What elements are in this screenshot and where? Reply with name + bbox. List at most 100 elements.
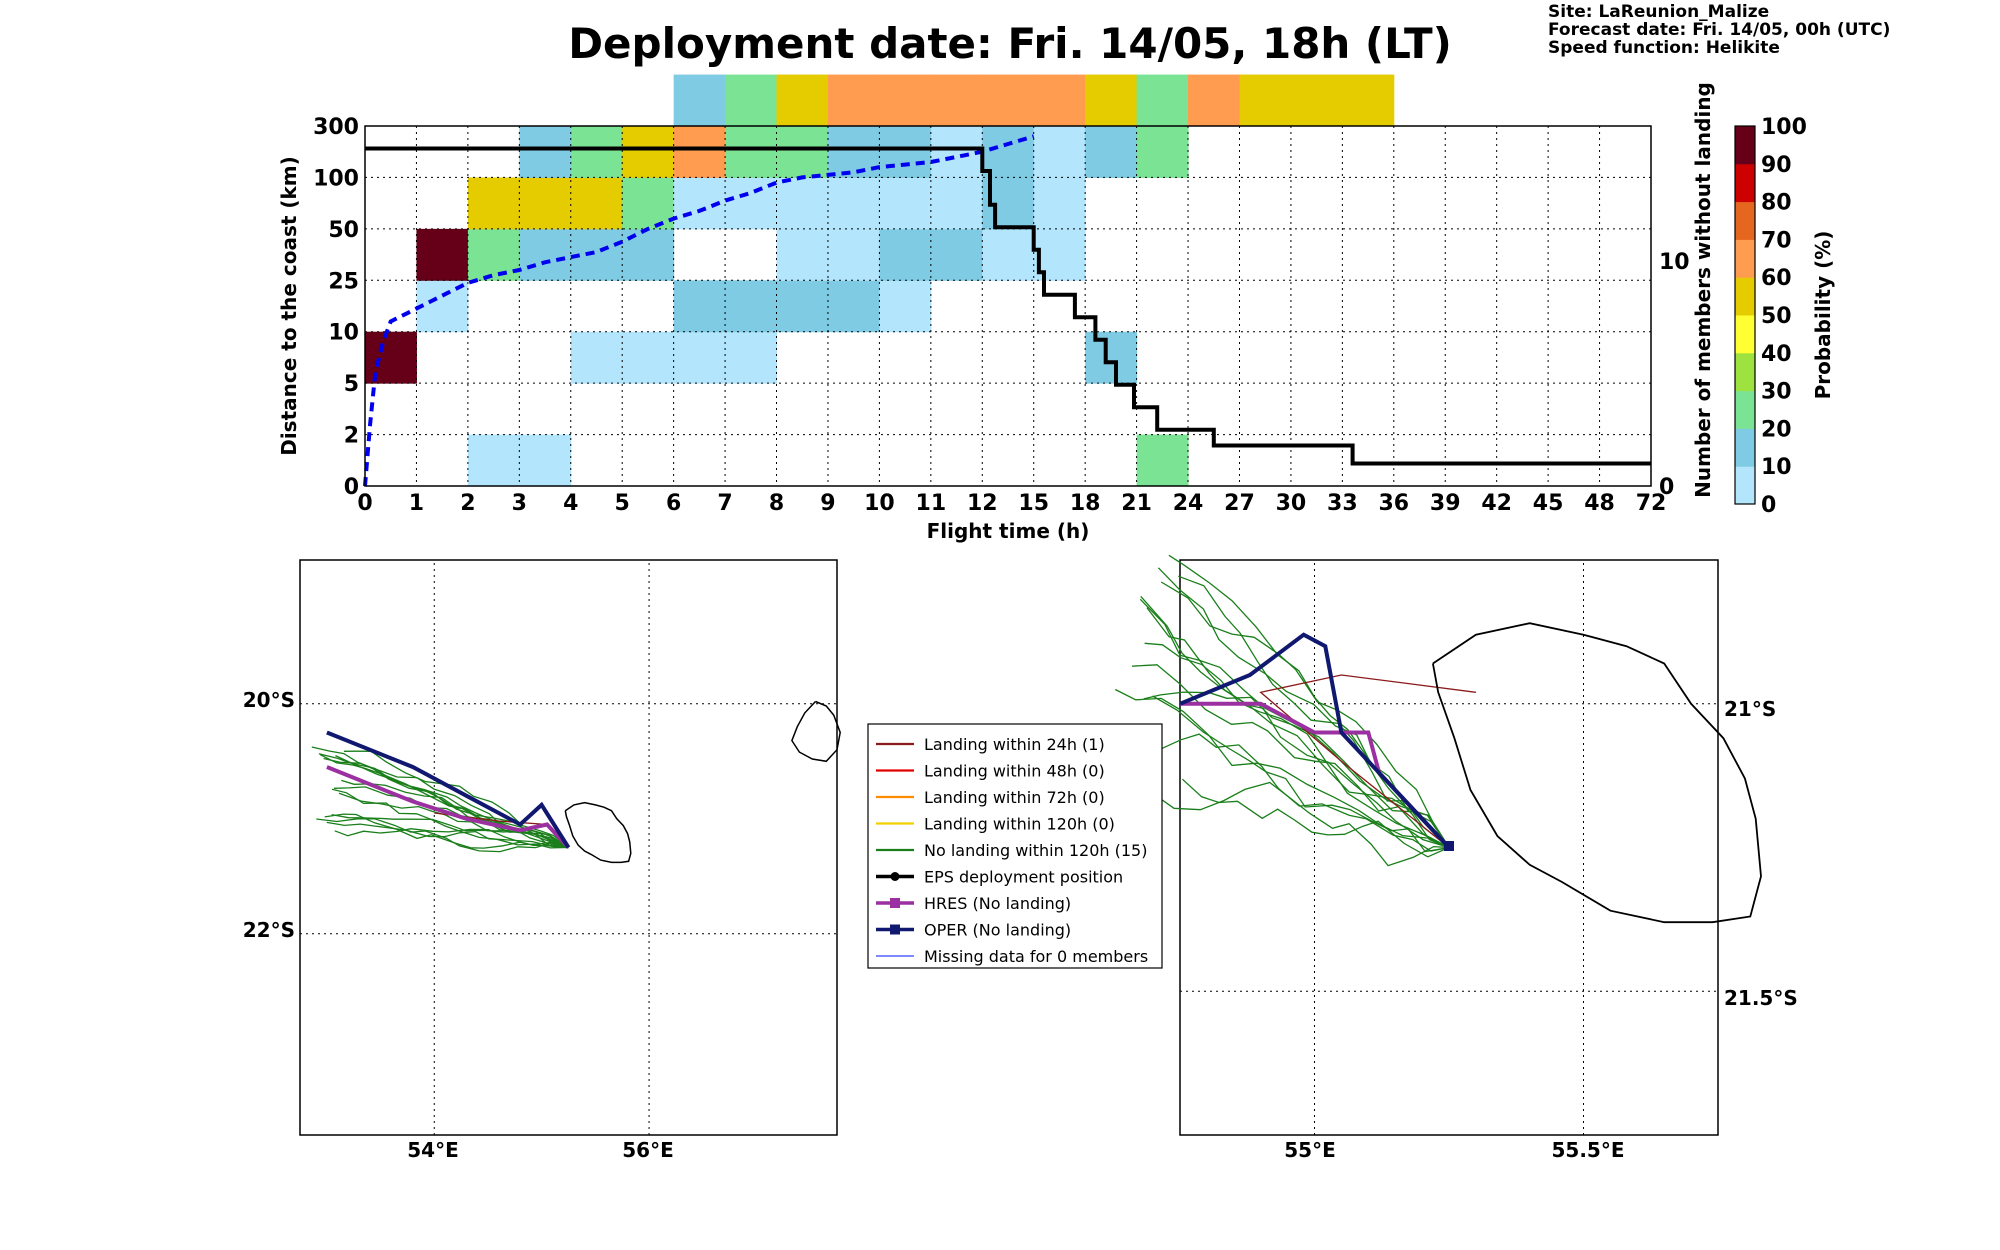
heatmap-cell [467, 177, 520, 230]
x-tick-label: 7 [717, 491, 732, 516]
x-tick-label: 27 [1224, 491, 1255, 516]
legend-item: No landing within 120h (15) [876, 841, 1147, 860]
median-distance-curve [363, 134, 1035, 487]
reunion-island-outline [1432, 622, 1762, 924]
heatmap-cell [622, 126, 675, 178]
x-tick-label: 11 [916, 491, 947, 516]
heatmap-cell [725, 126, 778, 178]
legend-item: Landing within 24h (1) [876, 735, 1105, 754]
x-tick-label: 72 [1636, 491, 1667, 516]
legend-label: Landing within 120h (0) [924, 815, 1115, 834]
x-axis-label: Flight time (h) [927, 519, 1090, 543]
heatmap-cell [879, 177, 932, 230]
heatmap-cell [776, 177, 829, 230]
heatmap-cell [519, 126, 572, 178]
colorbar-tick-label: 40 [1761, 342, 1792, 367]
colorbar-tick-label: 0 [1761, 493, 1776, 518]
x-tick-label: 3 [512, 491, 527, 516]
x-tick-label: 2 [460, 491, 475, 516]
heatmap-cell [930, 177, 983, 230]
y-axis-label: Distance to the coast (km) [277, 156, 301, 456]
heatmap-cell [1239, 74, 1292, 127]
y-tick-label: 10 [328, 321, 359, 346]
y-tick-label: 5 [344, 372, 359, 397]
map1-y-tick-22s: 22°S [243, 918, 295, 942]
page-title: Deployment date: Fri. 14/05, 18h (LT) [568, 19, 1452, 68]
x-tick-label: 4 [563, 491, 578, 516]
colorbar-label: Probability (%) [1811, 231, 1835, 400]
heatmap-cell [570, 177, 623, 230]
colorbar-segment [1735, 239, 1755, 278]
y-tick-label: 2 [344, 424, 359, 449]
heatmap-frame [364, 125, 1652, 487]
x-tick-label: 24 [1173, 491, 1204, 516]
x-tick-label: 33 [1327, 491, 1358, 516]
colorbar-segment [1735, 315, 1755, 354]
y-tick-label: 100 [313, 166, 359, 191]
x-tick-label: 45 [1533, 491, 1564, 516]
members-without-landing-step [365, 146, 1651, 466]
ensemble-track [1157, 567, 1450, 849]
colorbar-tick-label: 70 [1761, 228, 1792, 253]
ensemble-track [1132, 664, 1450, 849]
probability-colorbar: 0 10 20 30 40 50 60 70 80 90 100 Probability (%) [1734, 115, 1835, 518]
legend-item: Landing within 72h (0) [876, 788, 1105, 807]
heatmap-cell [879, 280, 932, 333]
heatmap-cell [879, 126, 932, 178]
heatmap-cell [879, 228, 932, 281]
heatmap-cell [725, 74, 778, 127]
heatmap-cell [1290, 74, 1343, 127]
legend-marker [890, 924, 900, 935]
colorbar-segment [1735, 126, 1755, 165]
site-info: Site: LaReunion_Malize [1548, 2, 1769, 22]
ensemble-track [1140, 595, 1450, 849]
heatmap-cell [930, 126, 983, 178]
heatmap-cell [1085, 126, 1138, 178]
regional-trajectory-map: 54°E 56°E 20°S 22°S [243, 559, 841, 1162]
heatmap-cell [725, 331, 778, 384]
local-trajectory-map: 55°E 55.5°E 21°S 21.5°S [1115, 554, 1798, 1162]
reunion-island-outline [564, 801, 632, 864]
heatmap-cell [827, 228, 880, 281]
y-tick-label: 50 [328, 218, 359, 243]
heatmap-cell [827, 74, 880, 127]
legend-label: OPER (No landing) [924, 921, 1071, 940]
colorbar-segment [1735, 352, 1755, 392]
y2-axis-label: Number of members without landing [1691, 82, 1715, 498]
heatmap-cell [982, 74, 1035, 127]
map2-y-tick-21s: 21°S [1724, 697, 1776, 721]
colorbar-segments [1735, 126, 1755, 505]
ensemble-track [1181, 778, 1450, 858]
legend-label: Missing data for 0 members [924, 947, 1148, 966]
x-tick-label: 48 [1584, 491, 1615, 516]
oper-trajectory [1179, 632, 1451, 849]
ensemble-track [1144, 642, 1450, 849]
ensemble-track [335, 755, 569, 849]
heatmap-cell [1033, 74, 1086, 127]
map2-x-tick-55: 55°E [1284, 1138, 1336, 1162]
heatmap-cell [776, 280, 829, 333]
colorbar-frame [1734, 125, 1756, 505]
colorbar-segment [1735, 390, 1755, 429]
heatmap-cell [1136, 434, 1189, 487]
speed-function-info: Speed function: Helikite [1548, 38, 1780, 58]
ensemble-track [1115, 688, 1450, 849]
forecast-date-info: Forecast date: Fri. 14/05, 00h (UTC) [1548, 20, 1890, 40]
deployment-position-marker [1444, 841, 1454, 851]
x-tick-label: 42 [1481, 491, 1512, 516]
colorbar-segment [1735, 163, 1755, 203]
heatmap-cell [1136, 126, 1189, 178]
heatmap-cell [827, 177, 880, 230]
heatmap-cell [1085, 331, 1138, 384]
mauritius-island-outline [791, 700, 841, 763]
legend-item: Landing within 120h (0) [876, 815, 1115, 834]
y-tick-label: 0 [344, 475, 359, 500]
heatmap-cell [1188, 74, 1240, 127]
ensemble-track [316, 818, 569, 853]
map2-x-tick-55-5: 55.5°E [1551, 1138, 1624, 1162]
heatmap-cell [1033, 126, 1086, 178]
heatmap-cell [467, 228, 520, 281]
x-tick-label: 6 [666, 491, 681, 516]
trajectory-legend: Landing within 24h (1) Landing within 48h… [867, 723, 1163, 969]
